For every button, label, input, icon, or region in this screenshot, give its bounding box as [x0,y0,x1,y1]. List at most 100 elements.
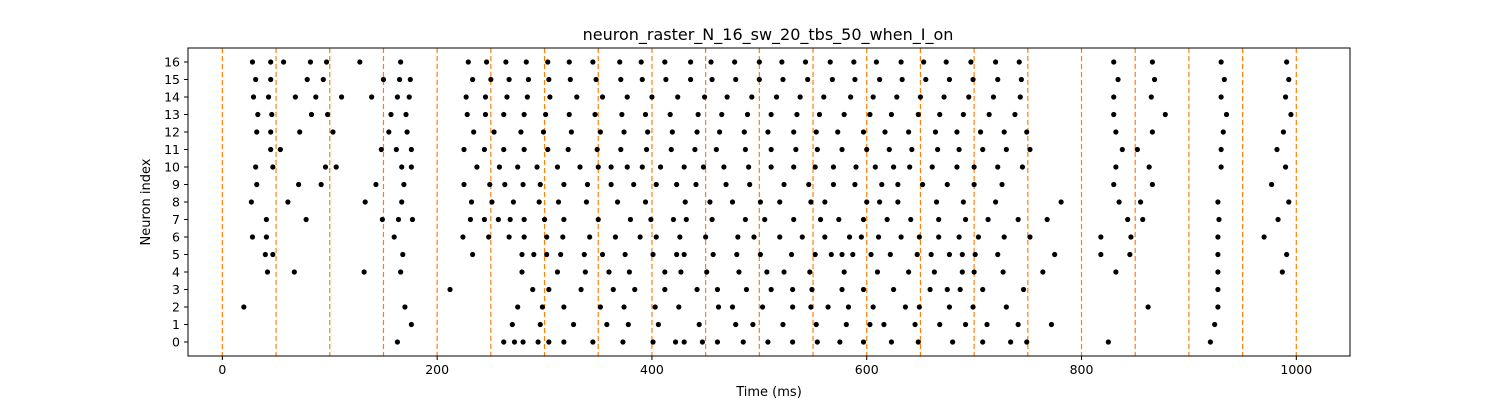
spike-point [621,304,627,310]
y-tick-label: 15 [164,72,180,87]
spike-point [777,234,783,240]
spike-point [806,181,812,188]
spike-point [822,234,828,240]
y-tick-label: 3 [172,282,180,297]
spike-point [409,216,416,223]
spike-point [495,216,501,223]
spike-point [886,146,892,153]
spike-point [864,199,870,205]
spike-point [813,129,819,135]
spike-point [285,199,291,205]
spike-point [558,251,564,258]
spike-point [1027,146,1033,153]
spike-point [794,111,800,118]
spike-point [249,59,256,65]
y-tick-label: 7 [172,212,180,227]
y-tick-label: 8 [172,195,180,210]
spike-point [404,129,410,135]
spike-point [578,286,584,293]
spike-point [1218,164,1224,170]
spike-point [590,59,596,65]
spike-point [898,234,904,240]
spike-point [768,286,774,293]
x-axis-label: Time (ms) [735,385,802,400]
spike-point [554,164,561,170]
spike-point [797,94,803,100]
spike-point [519,251,525,258]
spike-point [692,146,698,153]
spike-point [506,234,512,240]
spike-point [488,76,494,83]
spike-point [802,59,809,65]
spike-point [1111,94,1117,100]
spike-point [805,76,811,83]
spike-point [881,321,887,328]
spike-point [468,199,475,205]
spike-point [1284,251,1290,258]
spike-point [545,59,551,65]
spike-point [1284,59,1290,65]
spike-point [914,251,920,258]
spike-point [1012,111,1018,118]
spike-point [1215,234,1221,240]
spike-point [971,269,977,275]
spike-point [523,59,529,65]
spike-point [398,269,404,275]
spike-point [254,181,260,188]
spike-point [1048,321,1055,328]
spike-point [1137,199,1144,205]
y-tick-label: 0 [172,335,180,350]
spike-point [460,234,466,240]
spike-point [944,181,950,188]
spike-point [1215,199,1221,205]
spike-point [830,164,837,170]
spike-point [524,94,530,100]
spike-point [1003,146,1009,153]
spike-point [546,286,552,293]
spike-point [262,251,268,258]
spike-point [830,181,837,188]
spike-point [521,146,527,153]
spike-point [481,146,488,153]
spike-point [735,234,741,240]
x-tick-label: 1000 [1280,362,1312,377]
spike-point [1279,269,1285,275]
spike-point [408,164,414,170]
spike-point [843,321,849,328]
spike-point [674,181,680,188]
spike-point [1113,269,1119,275]
spike-point [683,216,689,223]
spike-point [734,251,740,258]
spike-point [681,164,687,170]
spike-point [408,146,414,153]
spike-point [980,286,986,293]
spike-point [791,129,797,135]
spike-point [768,111,774,118]
spike-point [1140,216,1146,223]
spike-point [547,94,553,100]
spike-point [851,59,857,65]
spike-point [995,251,1001,258]
spike-point [330,129,336,135]
spike-point [688,76,694,83]
spike-point [269,111,275,118]
spike-point [1119,146,1125,153]
spike-point [749,94,755,100]
spike-point [1149,181,1155,188]
spike-point [584,181,591,188]
spike-point [1286,199,1292,205]
spike-point [946,76,953,83]
spike-point [946,251,953,258]
spike-point [707,199,713,205]
spike-point [960,199,966,205]
spike-point [624,94,630,100]
x-tick-label: 600 [855,362,879,377]
spike-point [322,164,329,170]
spike-point [972,251,978,258]
spike-point [1111,111,1117,118]
spike-point [890,286,897,293]
spike-point [825,304,831,310]
spike-point [906,269,912,275]
spike-point [650,251,656,258]
spike-point [1001,234,1007,240]
